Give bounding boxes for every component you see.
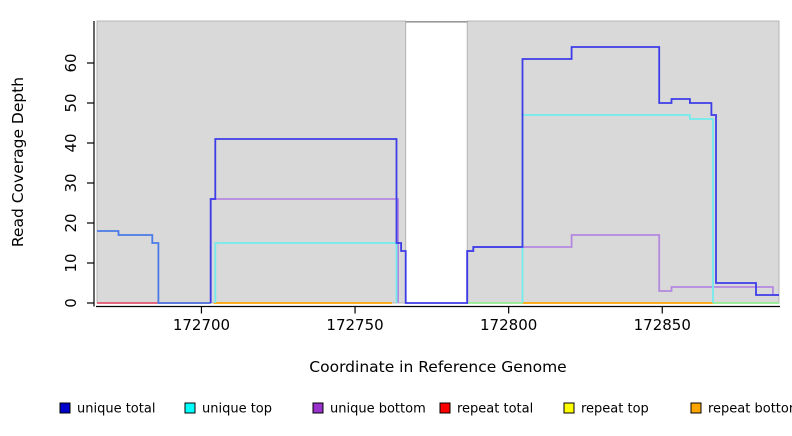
legend-swatch (439, 402, 451, 414)
series-line-unique-total (209, 46, 779, 304)
legend-item-label: unique top (202, 402, 272, 417)
legend-item-label: unique total (77, 402, 155, 417)
legend-swatch (184, 402, 196, 414)
series-line-unique-top (214, 242, 398, 303)
legend: unique total unique top unique bottom repea… (59, 402, 792, 417)
legend-item-repeat-total: repeat total (439, 402, 533, 417)
series-line-unique-total (97, 230, 211, 304)
x-tick-label: 172700 (173, 316, 230, 334)
y-tick-label: 0 (62, 298, 80, 308)
legend-item-label: repeat top (581, 402, 649, 417)
legend-swatch (59, 402, 71, 414)
y-tick-label: 50 (62, 93, 80, 112)
plot-background (96, 20, 780, 304)
x-tick-label: 172800 (480, 316, 537, 334)
y-tick-label: 30 (62, 173, 80, 192)
legend-item-unique-bottom: unique bottom (312, 402, 426, 417)
legend-item-unique-top: unique top (184, 402, 272, 417)
legend-item-label: repeat bottom (708, 402, 792, 417)
legend-item-label: repeat total (457, 402, 533, 417)
x-axis-title: Coordinate in Reference Genome (309, 358, 566, 376)
y-tick-label: 60 (62, 53, 80, 72)
legend-item-repeat-bottom: repeat bottom (690, 402, 792, 417)
legend-swatch (563, 402, 575, 414)
background-band (96, 20, 407, 304)
background-band (466, 20, 780, 304)
legend-item-repeat-top: repeat top (563, 402, 649, 417)
x-tick-label: 172750 (326, 316, 383, 334)
y-tick-label: 10 (62, 253, 80, 272)
legend-item-unique-total: unique total (59, 402, 155, 417)
legend-swatch (690, 402, 702, 414)
legend-swatch (312, 402, 324, 414)
series-lines (97, 46, 779, 304)
y-tick-label: 20 (62, 213, 80, 232)
legend-item-label: unique bottom (330, 402, 426, 417)
y-tick-label: 40 (62, 133, 80, 152)
x-tick-label: 172850 (634, 316, 691, 334)
y-axis-title: Read Coverage Depth (9, 77, 27, 247)
axes: 172700 172750 172800 172850 0 10 20 30 40 50 60 (62, 21, 780, 334)
